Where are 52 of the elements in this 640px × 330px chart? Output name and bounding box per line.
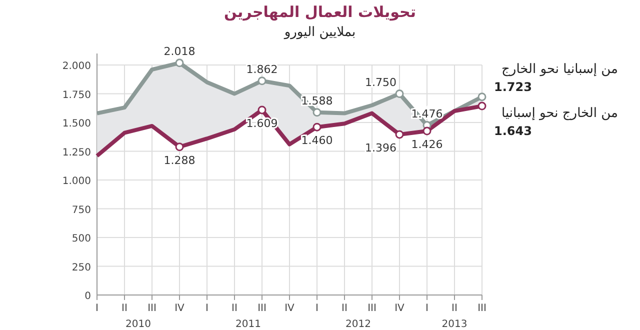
series-label: من الخارج نحو إسبانيا (502, 106, 618, 121)
y-tick-label: 500 (72, 234, 91, 244)
x-tick-label: III (368, 303, 376, 314)
point (312, 122, 322, 132)
point (395, 90, 404, 98)
y-tick-label: 1.000 (62, 176, 91, 187)
y-tick-label: 2.000 (62, 61, 91, 72)
point (258, 106, 266, 114)
text: 2011 (236, 319, 261, 330)
data-label: 1.862 (246, 62, 278, 76)
y-tick-label: 250 (72, 262, 91, 274)
data-label: 1.643 (494, 124, 532, 138)
data-label: 1.723 (494, 80, 532, 94)
text: 2010 (126, 319, 151, 330)
x-tick-label: II (452, 303, 458, 314)
point (312, 108, 322, 117)
x-tick-label: III (478, 303, 486, 314)
x-tick-label: I (426, 303, 428, 314)
text: 2012 (346, 319, 371, 330)
x-tick-label: II (232, 303, 238, 314)
data-label: 1.426 (411, 138, 443, 152)
data-label: 1.396 (365, 141, 396, 154)
data-label: 1.750 (365, 76, 396, 89)
x-tick-label: II (342, 303, 348, 314)
x-tick-label: IV (284, 303, 295, 314)
x-tick-label: II (122, 303, 128, 314)
series-label: من إسبانيا نحو الخارج (502, 62, 618, 77)
x-tick-label: I (316, 303, 318, 314)
x-tick-label: IV (174, 303, 185, 314)
x-tick-label: III (148, 303, 156, 314)
data-label: 1.288 (164, 154, 196, 167)
point (478, 102, 486, 110)
point (478, 92, 486, 102)
y-tick-label: 1.250 (62, 147, 91, 158)
point (422, 126, 432, 136)
y-tick-label: 0 (84, 291, 91, 302)
y-tick-label: 1.500 (62, 118, 91, 130)
x-tick-label: IV (394, 303, 405, 314)
point (395, 130, 404, 139)
text: 2013 (442, 319, 468, 330)
x-tick-label: I (96, 303, 98, 314)
data-label: 1.460 (301, 134, 333, 148)
x-tick-label: I (206, 303, 208, 314)
y-tick-label: 750 (72, 204, 91, 216)
point (175, 142, 184, 152)
chart-title: تحويلات العمال المهاجرين (224, 3, 416, 21)
data-label: 2.018 (164, 44, 196, 58)
point (175, 58, 184, 68)
chart-subtitle: بملايين اليورو (283, 25, 356, 40)
y-tick-label: 1.750 (62, 90, 91, 101)
x-tick-label: III (258, 303, 266, 314)
point (258, 76, 266, 86)
